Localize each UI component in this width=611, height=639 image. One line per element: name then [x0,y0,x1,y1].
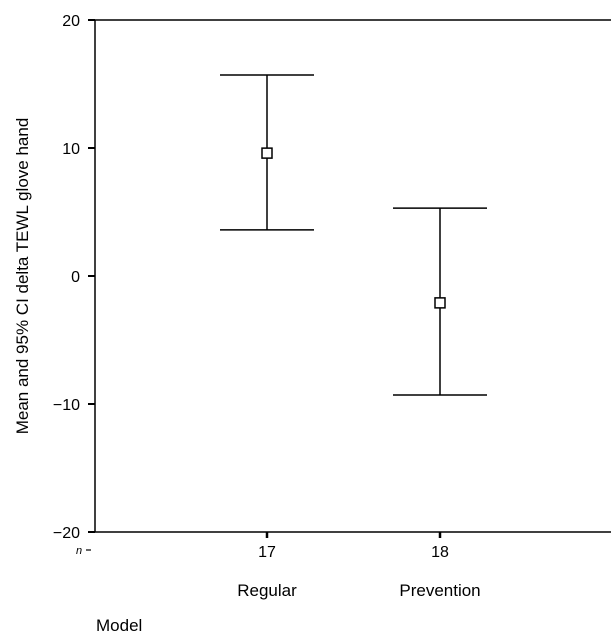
y-tick-label: −20 [53,525,80,542]
x-labels: 17 Regular 18 Prevention [237,532,481,600]
n-label: n [76,545,82,557]
y-tick-label: 20 [62,13,80,30]
x-category-label: Prevention [399,581,480,600]
y-tick-label: 10 [62,141,80,158]
n-value: 18 [431,544,449,561]
error-bars [220,74,487,396]
x-category-label: Regular [237,581,297,600]
y-ticks: 20 10 0 −10 −20 [53,13,95,542]
y-tick-label: 0 [71,269,80,286]
n-value: 17 [258,544,276,561]
y-axis-label: Mean and 95% CI delta TEWL glove hand [13,118,32,435]
y-tick-label: −10 [53,397,80,414]
mean-marker [261,147,273,159]
mean-marker [434,297,446,309]
x-axis-label: Model [96,616,142,635]
